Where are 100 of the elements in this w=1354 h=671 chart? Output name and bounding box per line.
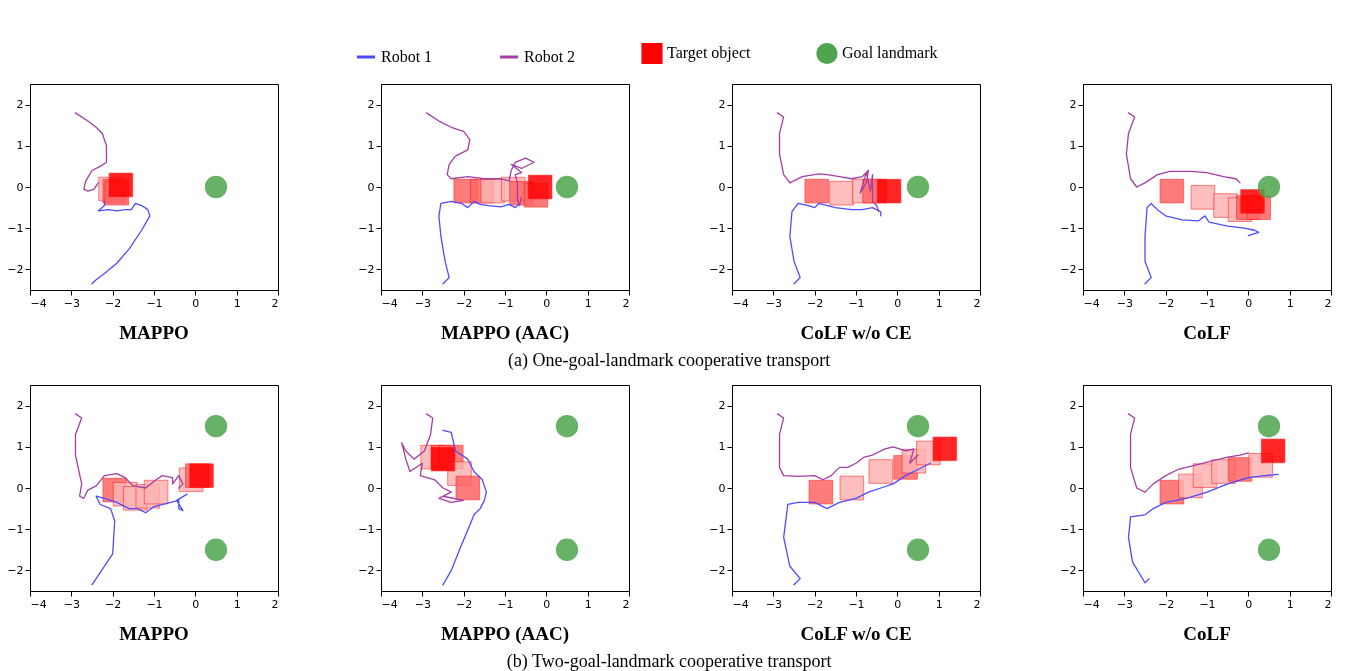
y-tick-label: −1 xyxy=(1060,221,1077,235)
x-tick-label: 2 xyxy=(1324,597,1332,611)
text: MAPPO xyxy=(119,322,189,343)
y-tick-label: 0 xyxy=(1069,481,1077,495)
y-tick-label: 0 xyxy=(16,180,24,194)
x-tick-label: 2 xyxy=(973,597,981,611)
x-tick-label: −1 xyxy=(146,296,163,310)
legend-label: Goal landmark xyxy=(842,44,938,62)
y-tick-label: −2 xyxy=(1060,262,1077,276)
x-tick-label: −4 xyxy=(381,597,398,611)
x-tick-label: −2 xyxy=(456,296,473,310)
y-tick-label: −2 xyxy=(1060,563,1077,577)
y-tick-label: 1 xyxy=(718,440,726,454)
x-tick-label: 0 xyxy=(192,296,200,310)
x-tick-label: 0 xyxy=(894,597,902,611)
y-tick-label: 1 xyxy=(16,440,24,454)
x-tick-label: −4 xyxy=(381,296,398,310)
y-tick-label: 0 xyxy=(1069,180,1077,194)
x-tick-label: 0 xyxy=(543,597,551,611)
x-tick-label: 0 xyxy=(543,296,551,310)
y-tick-label: 0 xyxy=(16,481,24,495)
x-tick-label: −2 xyxy=(105,597,122,611)
x-tick-label: −2 xyxy=(105,296,122,310)
x-tick-label: 0 xyxy=(192,597,200,611)
legend-label: Target object xyxy=(667,44,751,63)
x-tick-label: 1 xyxy=(1286,296,1294,310)
x-tick-label: 2 xyxy=(973,296,981,310)
y-tick-label: 2 xyxy=(718,399,726,413)
y-tick-label: −1 xyxy=(709,522,726,536)
text: CoLF xyxy=(1183,322,1231,343)
x-tick-label: −3 xyxy=(63,597,80,611)
x-tick-label: −4 xyxy=(732,296,749,310)
text: CoLF w/o CE xyxy=(800,623,912,644)
y-tick-label: 0 xyxy=(718,180,726,194)
x-tick-label: 1 xyxy=(935,597,943,611)
y-tick-label: 2 xyxy=(1069,98,1077,112)
y-tick-label: −1 xyxy=(7,522,24,536)
y-tick-label: 1 xyxy=(1069,440,1077,454)
x-tick-label: −4 xyxy=(1083,597,1100,611)
x-tick-label: 1 xyxy=(233,296,241,310)
x-tick-label: −4 xyxy=(732,597,749,611)
x-tick-label: −3 xyxy=(1116,296,1133,310)
y-tick-label: −1 xyxy=(358,522,375,536)
y-tick-label: −2 xyxy=(358,262,375,276)
legend-label: Robot 1 xyxy=(381,48,433,65)
y-tick-label: −2 xyxy=(7,563,24,577)
y-tick-label: 0 xyxy=(718,481,726,495)
x-tick-label: 1 xyxy=(584,597,592,611)
y-tick-label: 2 xyxy=(16,399,24,413)
x-tick-label: 2 xyxy=(271,296,279,310)
x-tick-label: −4 xyxy=(30,597,47,611)
y-tick-label: −1 xyxy=(358,221,375,235)
x-tick-label: −1 xyxy=(1199,597,1216,611)
x-tick-label: 1 xyxy=(935,296,943,310)
text: CoLF w/o CE xyxy=(800,322,912,343)
x-tick-label: −1 xyxy=(848,296,865,310)
x-tick-label: −2 xyxy=(1158,597,1175,611)
x-tick-label: 2 xyxy=(622,296,630,310)
x-tick-label: 0 xyxy=(894,296,902,310)
x-tick-label: −1 xyxy=(146,597,163,611)
x-tick-label: 1 xyxy=(1286,597,1294,611)
y-tick-label: −2 xyxy=(709,262,726,276)
y-tick-label: 1 xyxy=(367,440,375,454)
x-tick-label: −3 xyxy=(63,296,80,310)
text: MAPPO (AAC) xyxy=(440,322,570,344)
y-tick-label: 2 xyxy=(1069,399,1077,413)
x-tick-label: −4 xyxy=(1083,296,1100,310)
y-tick-label: 2 xyxy=(16,98,24,112)
y-tick-label: −1 xyxy=(709,221,726,235)
y-tick-label: 2 xyxy=(367,98,375,112)
x-tick-label: −2 xyxy=(1158,296,1175,310)
x-tick-label: 1 xyxy=(584,296,592,310)
y-tick-label: −2 xyxy=(709,563,726,577)
text: CoLF xyxy=(1183,623,1231,644)
text: (b) Two-goal-landmark cooperative transport xyxy=(506,650,832,671)
y-tick-label: 0 xyxy=(367,180,375,194)
text: (a) One-goal-landmark cooperative transport xyxy=(507,349,831,371)
x-tick-label: −3 xyxy=(765,296,782,310)
y-tick-label: −1 xyxy=(7,221,24,235)
x-tick-label: 2 xyxy=(271,597,279,611)
y-tick-label: −2 xyxy=(358,563,375,577)
legend-label: Robot 2 xyxy=(524,48,576,65)
y-tick-label: 2 xyxy=(718,98,726,112)
y-tick-label: 1 xyxy=(367,139,375,153)
text: MAPPO xyxy=(119,623,189,644)
x-tick-label: 2 xyxy=(622,597,630,611)
x-tick-label: −4 xyxy=(30,296,47,310)
x-tick-label: −3 xyxy=(414,296,431,310)
x-tick-label: −1 xyxy=(497,296,514,310)
x-tick-label: −1 xyxy=(497,597,514,611)
y-tick-label: 0 xyxy=(367,481,375,495)
x-tick-label: −2 xyxy=(807,296,824,310)
y-tick-label: 1 xyxy=(1069,139,1077,153)
y-tick-label: 1 xyxy=(16,139,24,153)
y-tick-label: −1 xyxy=(1060,522,1077,536)
x-tick-label: −3 xyxy=(1116,597,1133,611)
x-tick-label: −3 xyxy=(765,597,782,611)
x-tick-label: 0 xyxy=(1245,597,1253,611)
x-tick-label: −2 xyxy=(456,597,473,611)
x-tick-label: 2 xyxy=(1324,296,1332,310)
